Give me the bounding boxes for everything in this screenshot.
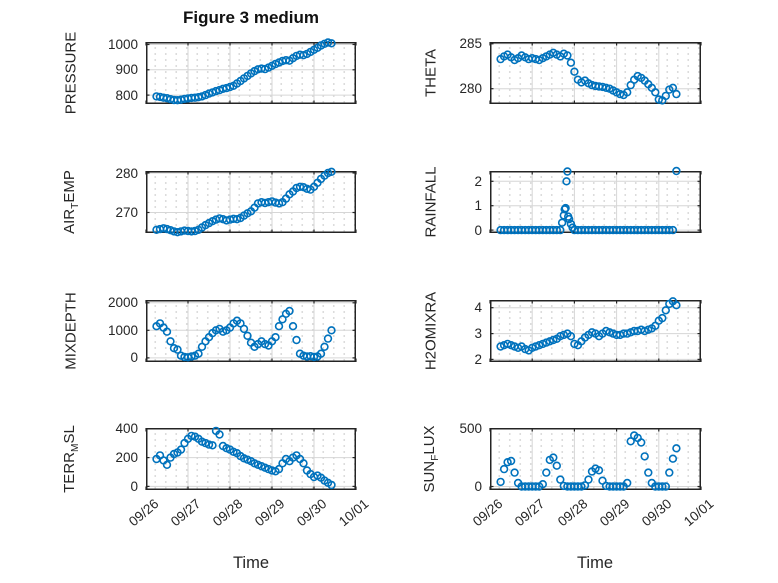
ytick-label-h2omixra: 3 [474,326,482,342]
ytick-label-rainfall: 0 [474,222,482,238]
ytick-label-pressure: 1000 [107,37,138,52]
ytick-label-h2omixra: 4 [474,300,482,316]
ytick-label-theta: 285 [459,36,482,52]
ytick-label-terr-msl: 200 [115,450,138,466]
ylabel-text: MIXDEPTH [62,292,80,370]
subplot-mixdepth [145,300,357,362]
subplot-theta [489,42,702,105]
axis-border [490,42,701,104]
axis-ticks [489,171,702,233]
ylabel-text: TERR [61,452,78,493]
ytick-label-sun-flux: 500 [459,421,482,437]
ylabel-text: THETA [422,48,440,98]
ytick-label-terr-msl: 0 [130,478,138,494]
ytick-label-mixdepth: 0 [130,350,138,366]
xtick-label: 09/26 [470,496,506,530]
xtick-label: 09/30 [294,496,330,530]
subplot-air-temp [145,167,357,237]
scatter-points-mixdepth [152,306,336,362]
subplot-h2omixra [489,297,702,362]
xtick-label: 09/30 [638,496,675,530]
ytick-label-mixdepth: 2000 [107,295,138,311]
ytick-label-pressure: 900 [115,62,138,78]
y-axis-label-sun-flux: SUNFLUX [421,425,441,492]
scatter-points-h2omixra [496,297,681,355]
xtick-label: 09/28 [554,496,591,530]
ylabel-text: SUN [421,460,438,493]
ytick-label-h2omixra: 2 [474,351,482,367]
y-axis-label-air-temp: AIRTEMP [61,170,81,234]
ytick-label-terr-msl: 400 [115,421,138,437]
ytick-label-air-temp: 270 [115,205,138,220]
xtick-label: 10/01 [681,496,717,530]
y-axis-label-h2omixra: H2OMIXRA [423,292,440,370]
subplot-pressure [145,38,357,105]
y-axis-label-theta: THETA [423,49,440,97]
ytick-label-mixdepth: 1000 [107,322,138,338]
ylabel-text: AIR [61,208,78,234]
ylabel-subscript: M [70,443,81,453]
x-axis-label-time: Time [232,554,270,572]
ytick-label-air-temp: 280 [115,165,138,181]
subplot-rainfall [489,166,702,235]
xtick-label: 10/01 [336,496,372,530]
axis-border [490,300,701,362]
axis-border [146,428,356,490]
y-axis-label-terr-msl: TERRMSL [61,425,81,493]
axis-border [146,171,356,233]
scatter-points-air-temp [152,167,336,237]
x-axis-label-time: Time [576,554,614,572]
scatter-points-theta [496,48,681,105]
minor-grid-theta [490,42,701,104]
ylabel-text: PRESSURE [62,31,80,115]
ylabel-subscript: F [430,454,441,461]
ytick-label-rainfall: 2 [474,173,482,189]
scatter-points-rainfall [496,166,681,235]
xtick-label: 09/29 [252,496,288,530]
ylabel-text: SL [61,425,78,444]
xtick-label: 09/28 [210,496,246,530]
scatter-points-sun-flux [496,431,681,491]
ylabel-text: EMP [61,170,78,203]
axis-border [146,300,356,362]
ytick-label-pressure: 800 [115,87,138,103]
y-axis-label-mixdepth: MIXDEPTH [63,292,80,370]
minor-grid-sun-flux [490,428,701,490]
ylabel-subscript: T [70,202,81,209]
ytick-label-theta: 280 [459,81,482,97]
xtick-label: 09/27 [512,496,548,530]
figure-title: Figure 3 medium [182,8,320,27]
grid-major [490,171,701,233]
axis-border [146,42,356,104]
xtick-label: 09/26 [126,496,162,530]
ylabel-text: H2OMIXRA [422,291,440,371]
xtick-label: 09/29 [596,496,633,530]
ylabel-text: LUX [421,425,438,455]
subplot-sun-flux [489,428,702,491]
y-axis-label-pressure: PRESSURE [63,32,80,115]
ytick-label-rainfall: 1 [474,198,482,214]
scatter-points-pressure [152,38,336,105]
axis-border [490,428,701,490]
xtick-label: 09/27 [168,496,204,530]
ylabel-text: RAINFALL [422,166,440,238]
ytick-label-sun-flux: 0 [474,479,482,494]
scatter-points-terr-msl [152,426,336,490]
y-axis-label-rainfall: RAINFALL [423,167,440,238]
subplot-terr-msl [145,426,357,490]
